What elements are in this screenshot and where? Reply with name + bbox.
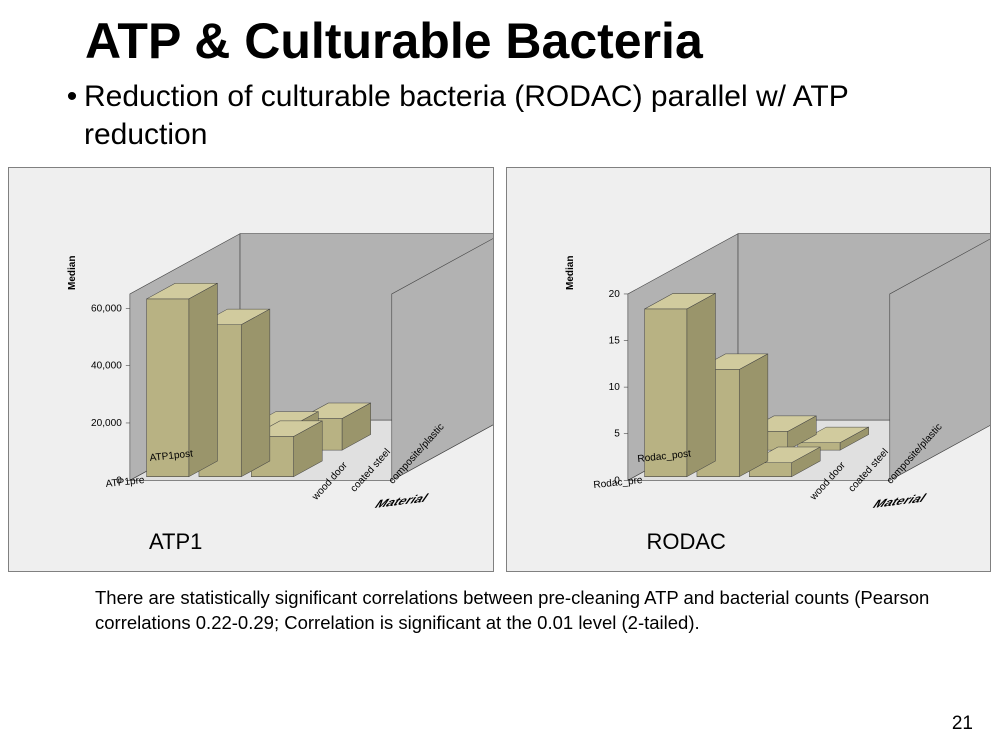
chart-caption: ATP1 bbox=[149, 529, 202, 555]
svg-text:60,000: 60,000 bbox=[91, 303, 122, 314]
svg-text:5: 5 bbox=[614, 429, 620, 440]
bullet-text: Reduction of culturable bacteria (RODAC)… bbox=[84, 78, 929, 153]
page-number: 21 bbox=[952, 713, 973, 735]
charts-row: 020,00040,00060,000ATP1preATP1postwood d… bbox=[0, 167, 999, 572]
svg-text:ATP1pre: ATP1pre bbox=[105, 475, 145, 490]
svg-text:Rodac_pre: Rodac_pre bbox=[592, 475, 643, 491]
svg-text:40,000: 40,000 bbox=[91, 361, 122, 372]
axis-label-median: Median bbox=[67, 256, 78, 290]
svg-text:20: 20 bbox=[608, 289, 620, 300]
svg-text:10: 10 bbox=[608, 382, 620, 393]
svg-text:20,000: 20,000 bbox=[91, 418, 122, 429]
svg-text:15: 15 bbox=[608, 336, 620, 347]
axis-label-median: Median bbox=[565, 256, 576, 290]
chart-panel-atp1: 020,00040,00060,000ATP1preATP1postwood d… bbox=[8, 167, 494, 572]
bullet-item: • Reduction of culturable bacteria (RODA… bbox=[0, 78, 999, 153]
slide-title: ATP & Culturable Bacteria bbox=[0, 0, 999, 78]
chart-panel-rodac: 05101520Rodac_preRodac_postwood doorcoat… bbox=[506, 167, 992, 572]
footnote-text: There are statistically significant corr… bbox=[0, 572, 999, 636]
chart-caption: RODAC bbox=[647, 529, 726, 555]
bullet-marker: • bbox=[60, 78, 84, 116]
